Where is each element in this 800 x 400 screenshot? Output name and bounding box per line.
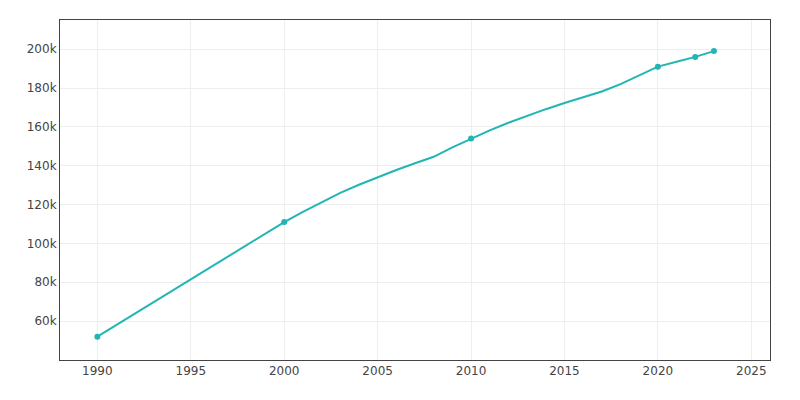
- svg-text:180k: 180k: [27, 81, 57, 95]
- svg-text:2005: 2005: [362, 364, 393, 378]
- svg-text:80k: 80k: [34, 275, 56, 289]
- svg-text:120k: 120k: [27, 198, 57, 212]
- svg-text:60k: 60k: [34, 314, 56, 328]
- svg-text:1995: 1995: [176, 364, 207, 378]
- svg-text:2025: 2025: [736, 364, 767, 378]
- svg-text:2015: 2015: [549, 364, 580, 378]
- svg-text:2020: 2020: [643, 364, 674, 378]
- svg-text:200k: 200k: [27, 42, 57, 56]
- svg-text:1990: 1990: [82, 364, 113, 378]
- svg-text:100k: 100k: [27, 237, 57, 251]
- svg-text:2000: 2000: [269, 364, 300, 378]
- svg-text:2010: 2010: [456, 364, 487, 378]
- svg-text:140k: 140k: [27, 159, 57, 173]
- svg-text:160k: 160k: [27, 120, 57, 134]
